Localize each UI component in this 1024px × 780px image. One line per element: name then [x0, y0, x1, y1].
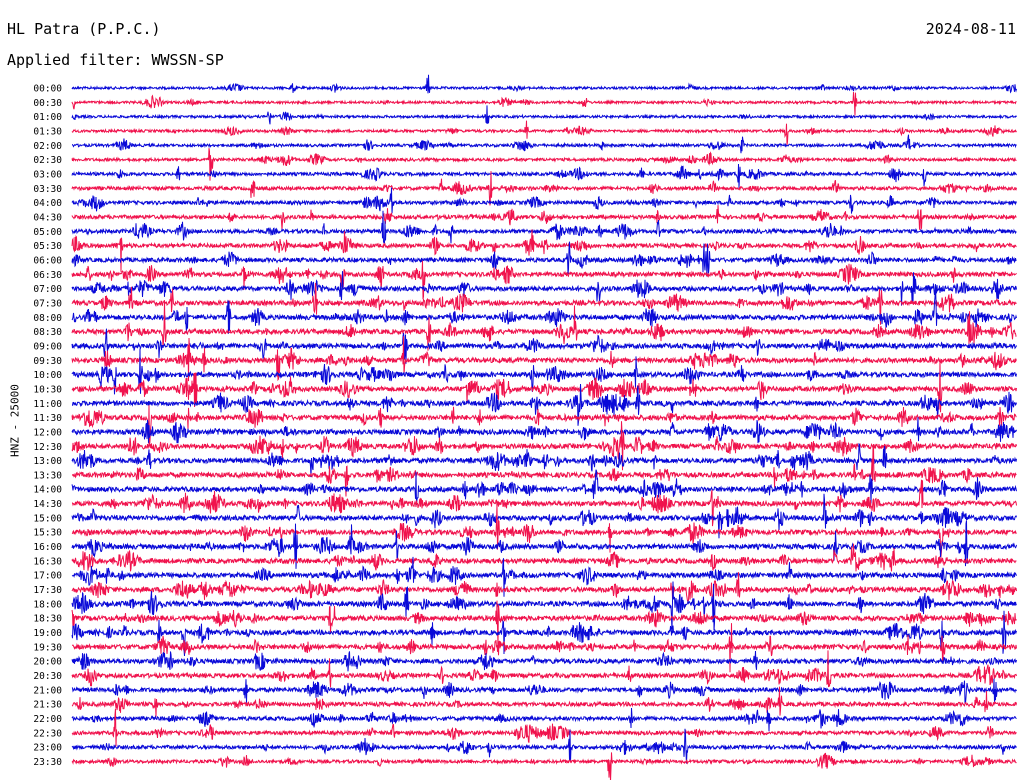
trace-line: [71, 171, 1017, 206]
time-label: 18:00: [33, 599, 62, 610]
time-label: 02:30: [33, 155, 62, 166]
trace-line: [72, 623, 1017, 673]
date-label: 2024-08-11: [925, 20, 1016, 38]
time-label: 18:30: [33, 614, 62, 625]
trace-line: [71, 581, 1017, 631]
time-label: 06:30: [33, 270, 62, 281]
trace-line: [71, 92, 1017, 116]
time-label: 22:00: [33, 714, 62, 725]
time-label: 07:30: [33, 298, 62, 309]
time-label: 05:00: [33, 227, 62, 238]
trace-line: [71, 187, 1017, 214]
filter-label: Applied filter: WWSSN-SP: [7, 51, 224, 69]
trace-line: [71, 493, 1017, 539]
time-label: 21:00: [33, 685, 62, 696]
time-label: 03:30: [33, 184, 62, 195]
time-label: 17:00: [33, 571, 62, 582]
time-label: 13:30: [33, 470, 62, 481]
trace-line: [71, 336, 1017, 382]
time-label: 21:30: [33, 700, 62, 711]
time-label: 08:30: [33, 327, 62, 338]
time-label: 22:30: [33, 728, 62, 739]
trace-line: [71, 74, 1017, 94]
time-label: 00:30: [33, 98, 62, 109]
time-label: 02:00: [33, 141, 62, 152]
time-label: 20:00: [33, 657, 62, 668]
time-label: 11:30: [33, 413, 62, 424]
time-label: 00:00: [33, 84, 62, 95]
time-label: 19:30: [33, 642, 62, 653]
trace-line: [71, 260, 1017, 300]
time-label: 08:00: [33, 313, 62, 324]
time-label: 06:00: [33, 255, 62, 266]
trace-line: [71, 210, 1017, 244]
trace-line: [71, 358, 1017, 413]
trace-line: [71, 600, 1017, 645]
trace-line: [71, 163, 1017, 189]
trace-line: [71, 469, 1017, 506]
trace-line: [71, 650, 1017, 672]
time-label: 12:30: [33, 442, 62, 453]
trace-line: [71, 678, 1017, 704]
time-label: 20:30: [33, 671, 62, 682]
time-label: 01:30: [33, 126, 62, 137]
trace-line: [71, 543, 1017, 572]
trace-line: [71, 105, 1017, 125]
trace-line: [71, 405, 1017, 447]
time-label: 23:00: [33, 743, 62, 754]
time-label: 03:00: [33, 169, 62, 180]
trace-line: [71, 752, 1017, 780]
trace-line: [71, 300, 1017, 351]
time-label: 11:00: [33, 399, 62, 410]
trace-line: [71, 328, 1017, 364]
trace-line: [71, 728, 1017, 764]
trace-line: [71, 205, 1017, 231]
time-label: 15:30: [33, 528, 62, 539]
trace-line: [71, 120, 1017, 146]
time-label: 09:30: [33, 356, 62, 367]
time-label: 04:30: [33, 212, 62, 223]
trace-line: [71, 417, 1017, 444]
trace-line: [71, 686, 1017, 717]
time-label: 16:00: [33, 542, 62, 553]
time-label: 16:30: [33, 556, 62, 567]
trace-line: [71, 650, 1017, 688]
trace-line: [71, 284, 1017, 334]
trace-line: [72, 383, 1017, 426]
trace-line: [71, 520, 1017, 569]
trace-line: [71, 271, 1017, 306]
time-label: 09:00: [33, 341, 62, 352]
trace-line: [71, 148, 1017, 181]
trace-line: [71, 348, 1017, 395]
trace-line: [71, 556, 1017, 597]
trace-line: [71, 572, 1017, 603]
trace-line: [71, 479, 1017, 527]
trace-line: [71, 241, 1017, 277]
time-label: 23:30: [33, 757, 62, 768]
time-label: 10:30: [33, 384, 62, 395]
time-label: 15:00: [33, 513, 62, 524]
time-label: 05:30: [33, 241, 62, 252]
time-label: 07:00: [33, 284, 62, 295]
trace-line: [71, 442, 1017, 478]
station-title: HL Patra (P.P.C.): [7, 20, 161, 38]
time-label: 17:30: [33, 585, 62, 596]
trace-line: [71, 707, 1017, 732]
trace-line: [71, 504, 1017, 557]
time-label: 14:30: [33, 499, 62, 510]
trace-line: [71, 708, 1017, 747]
time-label: 01:00: [33, 112, 62, 123]
trace-line: [72, 443, 1017, 497]
time-label: 13:00: [33, 456, 62, 467]
time-label: 04:00: [33, 198, 62, 209]
trace-line: [71, 229, 1017, 272]
time-label: 19:00: [33, 628, 62, 639]
time-label: 10:00: [33, 370, 62, 381]
trace-line: [72, 134, 1017, 154]
time-label: 12:00: [33, 427, 62, 438]
trace-line: [71, 610, 1017, 657]
time-label: 14:00: [33, 485, 62, 496]
